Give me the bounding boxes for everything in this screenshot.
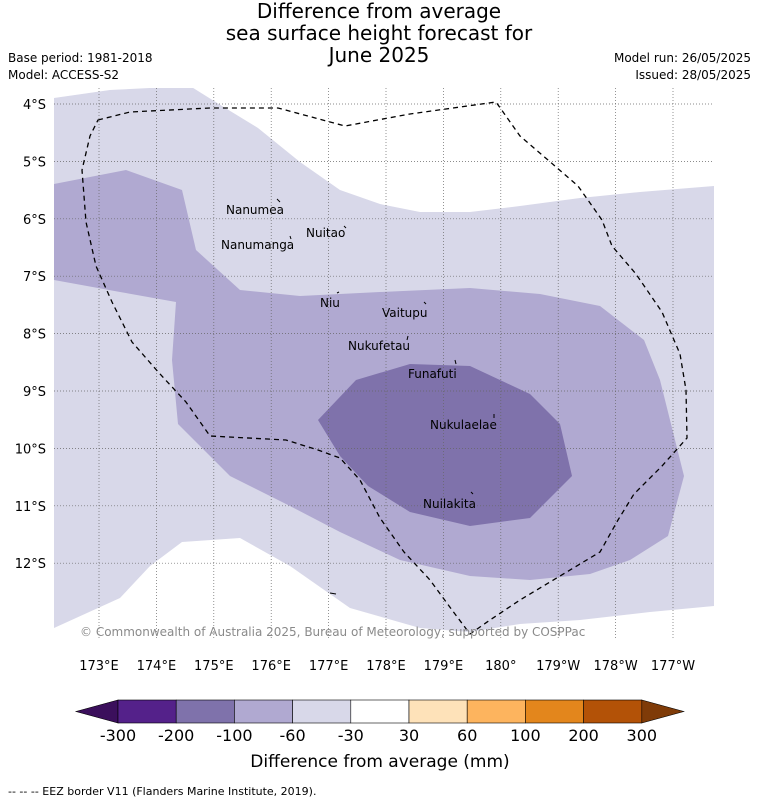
colorbar-ticks: -300 -200 -100 -60 -30 30 60 100 200 300 <box>100 726 657 745</box>
base-period: Base period: 1981-2018 <box>8 51 153 65</box>
lat-tick-label: 4°S <box>23 98 46 113</box>
colorbar <box>74 699 685 724</box>
lat-tick-label: 8°S <box>23 328 46 343</box>
title-line-2: sea surface height forecast for <box>225 21 533 45</box>
place-label-nuitao: Nuitao <box>306 226 345 240</box>
colorbar-bin <box>350 699 410 724</box>
lon-tick-label: 176°E <box>251 659 291 674</box>
place-labels: Nanumea Nuitao Nanumanga Niu Vaitupu Nuk… <box>221 203 497 511</box>
colorbar-extend-low <box>74 699 119 724</box>
colorbar-extend-high <box>641 699 685 724</box>
place-label-nuilakita: Nuilakita <box>423 497 476 511</box>
model-run: Model run: 26/05/2025 <box>613 51 751 65</box>
island-mark <box>406 335 409 341</box>
eez-legend-note: -- -- -- EEZ border V11 (Flanders Marine… <box>8 785 317 798</box>
place-label-niu: Niu <box>320 296 340 310</box>
lon-tick-label: 177°E <box>309 659 349 674</box>
colorbar-tick-label: -30 <box>338 726 364 745</box>
lon-tick-label: 178°E <box>366 659 406 674</box>
map-title: Difference from average sea surface heig… <box>0 0 758 66</box>
colorbar-bin <box>525 699 584 724</box>
colorbar-bin <box>234 699 293 724</box>
island-mark <box>470 491 474 495</box>
colorbar-tick-label: 200 <box>568 726 599 745</box>
place-label-nukulaelae: Nukulaelae <box>430 418 497 432</box>
place-label-nanumanga: Nanumanga <box>221 238 294 252</box>
lat-tick-label: 9°S <box>23 385 46 400</box>
island-mark <box>454 359 457 365</box>
colorbar-bin <box>175 699 235 724</box>
colorbar-bin <box>408 699 468 724</box>
colorbar-tick-label: -300 <box>100 726 136 745</box>
lon-tick-label: 179°W <box>536 659 580 674</box>
model-name: Model: ACCESS-S2 <box>8 68 120 82</box>
island-mark <box>423 301 427 305</box>
colorbar-tick-label: 300 <box>627 726 658 745</box>
colorbar-tick-label: 60 <box>457 726 477 745</box>
lon-tick-label: 174°E <box>137 659 177 674</box>
lon-tick-label: 180° <box>485 659 516 674</box>
meta-right: Model run: 26/05/2025 Issued: 28/05/2025 <box>614 50 751 84</box>
place-label-funafuti: Funafuti <box>408 367 457 381</box>
island-mark <box>289 235 292 240</box>
lat-tick-label: 11°S <box>15 500 46 515</box>
colorbar-bin <box>292 699 352 724</box>
colorbar-tick-label: 30 <box>399 726 419 745</box>
island-markers <box>276 198 495 595</box>
lon-tick-label: 175°E <box>194 659 234 674</box>
lat-tick-label: 12°S <box>15 557 46 572</box>
place-label-vaitupu: Vaitupu <box>382 306 428 320</box>
island-mark <box>343 225 347 229</box>
title-line-1: Difference from average <box>256 0 502 23</box>
issued-date: Issued: 28/05/2025 <box>635 68 751 82</box>
graticule <box>54 88 714 640</box>
colorbar-bin <box>466 699 526 724</box>
place-label-nukufetau: Nukufetau <box>348 339 410 353</box>
colorbar-tick-label: -100 <box>216 726 252 745</box>
title-line-3: June 2025 <box>328 43 430 67</box>
band-dark <box>318 364 572 526</box>
eez-border <box>81 101 688 635</box>
copyright-notice: © Commonwealth of Australia 2025, Bureau… <box>80 625 585 639</box>
latitude-axis: 4°S 5°S 6°S 7°S 8°S 9°S 10°S 11°S 12°S <box>15 98 46 572</box>
colorbar-bin <box>583 699 643 724</box>
colorbar-tick-label: -60 <box>280 726 306 745</box>
island-mark <box>336 291 340 294</box>
island-mark <box>329 592 337 595</box>
lon-tick-label: 178°W <box>594 659 638 674</box>
lat-tick-label: 7°S <box>23 270 46 285</box>
colorbar-bin <box>117 699 177 724</box>
place-label-nanumea: Nanumea <box>226 203 284 217</box>
island-mark <box>276 198 281 203</box>
lon-tick-label: 173°E <box>79 659 119 674</box>
meta-left: Base period: 1981-2018 Model: ACCESS-S2 <box>8 50 153 84</box>
lat-tick-label: 5°S <box>23 155 46 170</box>
colorbar-tick-label: -200 <box>158 726 194 745</box>
colorbar-tick-label: 100 <box>510 726 541 745</box>
longitude-axis: 173°E 174°E 175°E 176°E 177°E 178°E 179°E 180° 1… <box>79 659 695 674</box>
lat-tick-label: 6°S <box>23 213 46 228</box>
anomaly-fields <box>54 88 714 632</box>
lat-tick-label: 10°S <box>15 442 46 457</box>
lon-tick-label: 179°E <box>424 659 464 674</box>
colorbar-title: Difference from average (mm) <box>250 752 509 772</box>
lon-tick-label: 177°W <box>651 659 695 674</box>
